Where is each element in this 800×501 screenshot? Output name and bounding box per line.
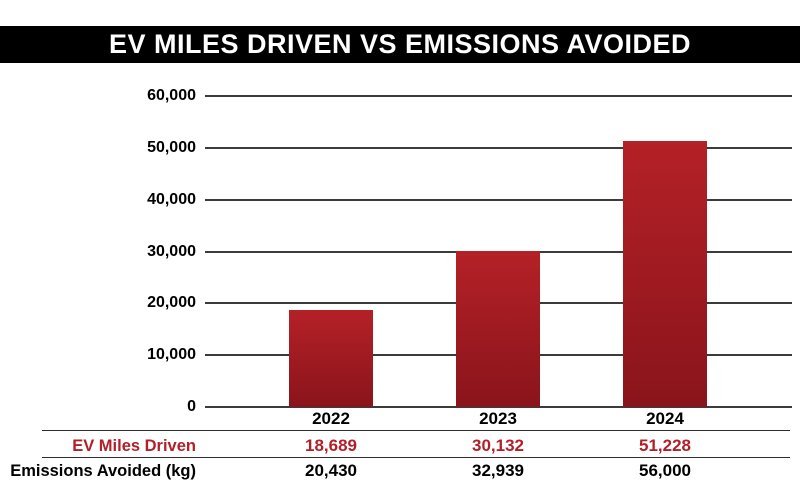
table-cell-ev-miles-2024: 51,228: [639, 435, 691, 455]
x-label-2023: 2023: [479, 409, 517, 428]
y-gridline-50000: [205, 146, 792, 149]
bar-2024: [623, 141, 707, 407]
table-cell-emissions-2022: 20,430: [305, 461, 357, 480]
table-separator-bottom: [42, 456, 790, 458]
y-tick-label-10000: 10,000: [147, 346, 196, 364]
y-tick-label-60000: 60,000: [147, 87, 196, 104]
y-tick-label-20000: 20,000: [147, 294, 196, 312]
bar-2022: [289, 310, 373, 407]
chart-title-bar: EV MILES DRIVEN VS EMISSIONS AVOIDED: [0, 26, 800, 63]
y-gridline-60000: [205, 95, 792, 97]
bar-2023: [456, 250, 540, 407]
x-label-2022: 2022: [312, 409, 350, 428]
table-cell-ev-miles-2022: 18,689: [305, 435, 357, 455]
y-gridline-40000: [205, 198, 792, 201]
table-cell-emissions-2023: 32,939: [472, 461, 524, 480]
table-row-label-emissions: Emissions Avoided (kg): [10, 462, 196, 480]
bar-chart: 0 10,000 20,000 30,000 40,000 50,000 60,000: [0, 63, 800, 423]
y-tick-label-0: 0: [187, 398, 196, 415]
table-separator-top: [42, 429, 790, 431]
table-cell-ev-miles-2023: 30,132: [472, 435, 524, 455]
y-tick-label-50000: 50,000: [147, 138, 196, 156]
y-tick-label-40000: 40,000: [147, 190, 196, 208]
y-gridline-0: [205, 406, 792, 408]
table-row-label-ev-miles: EV Miles Driven: [72, 436, 196, 455]
y-tick-label-30000: 30,000: [147, 242, 196, 260]
table-cell-emissions-2024: 56,000: [639, 461, 691, 480]
x-label-2024: 2024: [646, 409, 684, 428]
chart-title: EV MILES DRIVEN VS EMISSIONS AVOIDED: [108, 29, 692, 59]
